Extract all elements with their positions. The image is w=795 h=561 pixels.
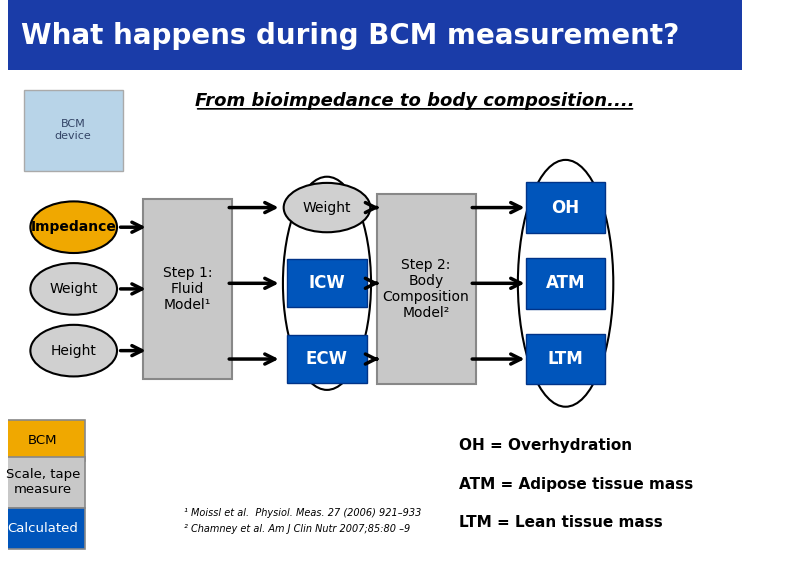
Text: BCM: BCM <box>28 434 57 447</box>
FancyBboxPatch shape <box>24 90 123 171</box>
FancyBboxPatch shape <box>8 0 742 70</box>
Text: ¹ Moissl et al.  Physiol. Meas. 27 (2006) 921–933: ¹ Moissl et al. Physiol. Meas. 27 (2006)… <box>184 508 421 518</box>
Text: Weight: Weight <box>303 201 351 214</box>
Ellipse shape <box>30 263 117 315</box>
Text: ECW: ECW <box>306 350 348 368</box>
FancyBboxPatch shape <box>143 199 231 379</box>
Ellipse shape <box>30 325 117 376</box>
FancyBboxPatch shape <box>526 258 605 309</box>
Ellipse shape <box>284 183 370 232</box>
Ellipse shape <box>30 201 117 253</box>
Text: Height: Height <box>51 344 97 357</box>
FancyBboxPatch shape <box>377 194 475 384</box>
FancyBboxPatch shape <box>8 70 742 561</box>
FancyBboxPatch shape <box>287 335 366 383</box>
Text: Impedance: Impedance <box>31 220 117 234</box>
Text: From bioimpedance to body composition....: From bioimpedance to body composition...… <box>195 92 634 110</box>
FancyBboxPatch shape <box>1 457 85 508</box>
FancyBboxPatch shape <box>1 508 85 549</box>
FancyBboxPatch shape <box>287 259 366 307</box>
Text: OH = Overhydration: OH = Overhydration <box>460 439 632 453</box>
Text: Calculated: Calculated <box>7 522 78 535</box>
Text: Scale, tape
measure: Scale, tape measure <box>6 468 80 496</box>
Text: ATM: ATM <box>546 274 585 292</box>
Text: BCM
device: BCM device <box>55 119 91 141</box>
FancyBboxPatch shape <box>526 182 605 233</box>
Text: ² Chamney et al. Am J Clin Nutr 2007;85:80 –9: ² Chamney et al. Am J Clin Nutr 2007;85:… <box>184 524 410 534</box>
Text: LTM = Lean tissue mass: LTM = Lean tissue mass <box>460 515 663 530</box>
Text: Weight: Weight <box>49 282 98 296</box>
Text: Step 2:
Body
Composition
Model²: Step 2: Body Composition Model² <box>382 257 470 320</box>
Text: OH: OH <box>552 199 580 217</box>
Text: What happens during BCM measurement?: What happens during BCM measurement? <box>21 22 679 50</box>
Text: LTM: LTM <box>548 350 584 368</box>
FancyBboxPatch shape <box>526 334 605 384</box>
FancyBboxPatch shape <box>1 420 85 461</box>
Text: Step 1:
Fluid
Model¹: Step 1: Fluid Model¹ <box>163 266 212 312</box>
Text: ATM = Adipose tissue mass: ATM = Adipose tissue mass <box>460 477 693 491</box>
Text: ICW: ICW <box>308 274 345 292</box>
